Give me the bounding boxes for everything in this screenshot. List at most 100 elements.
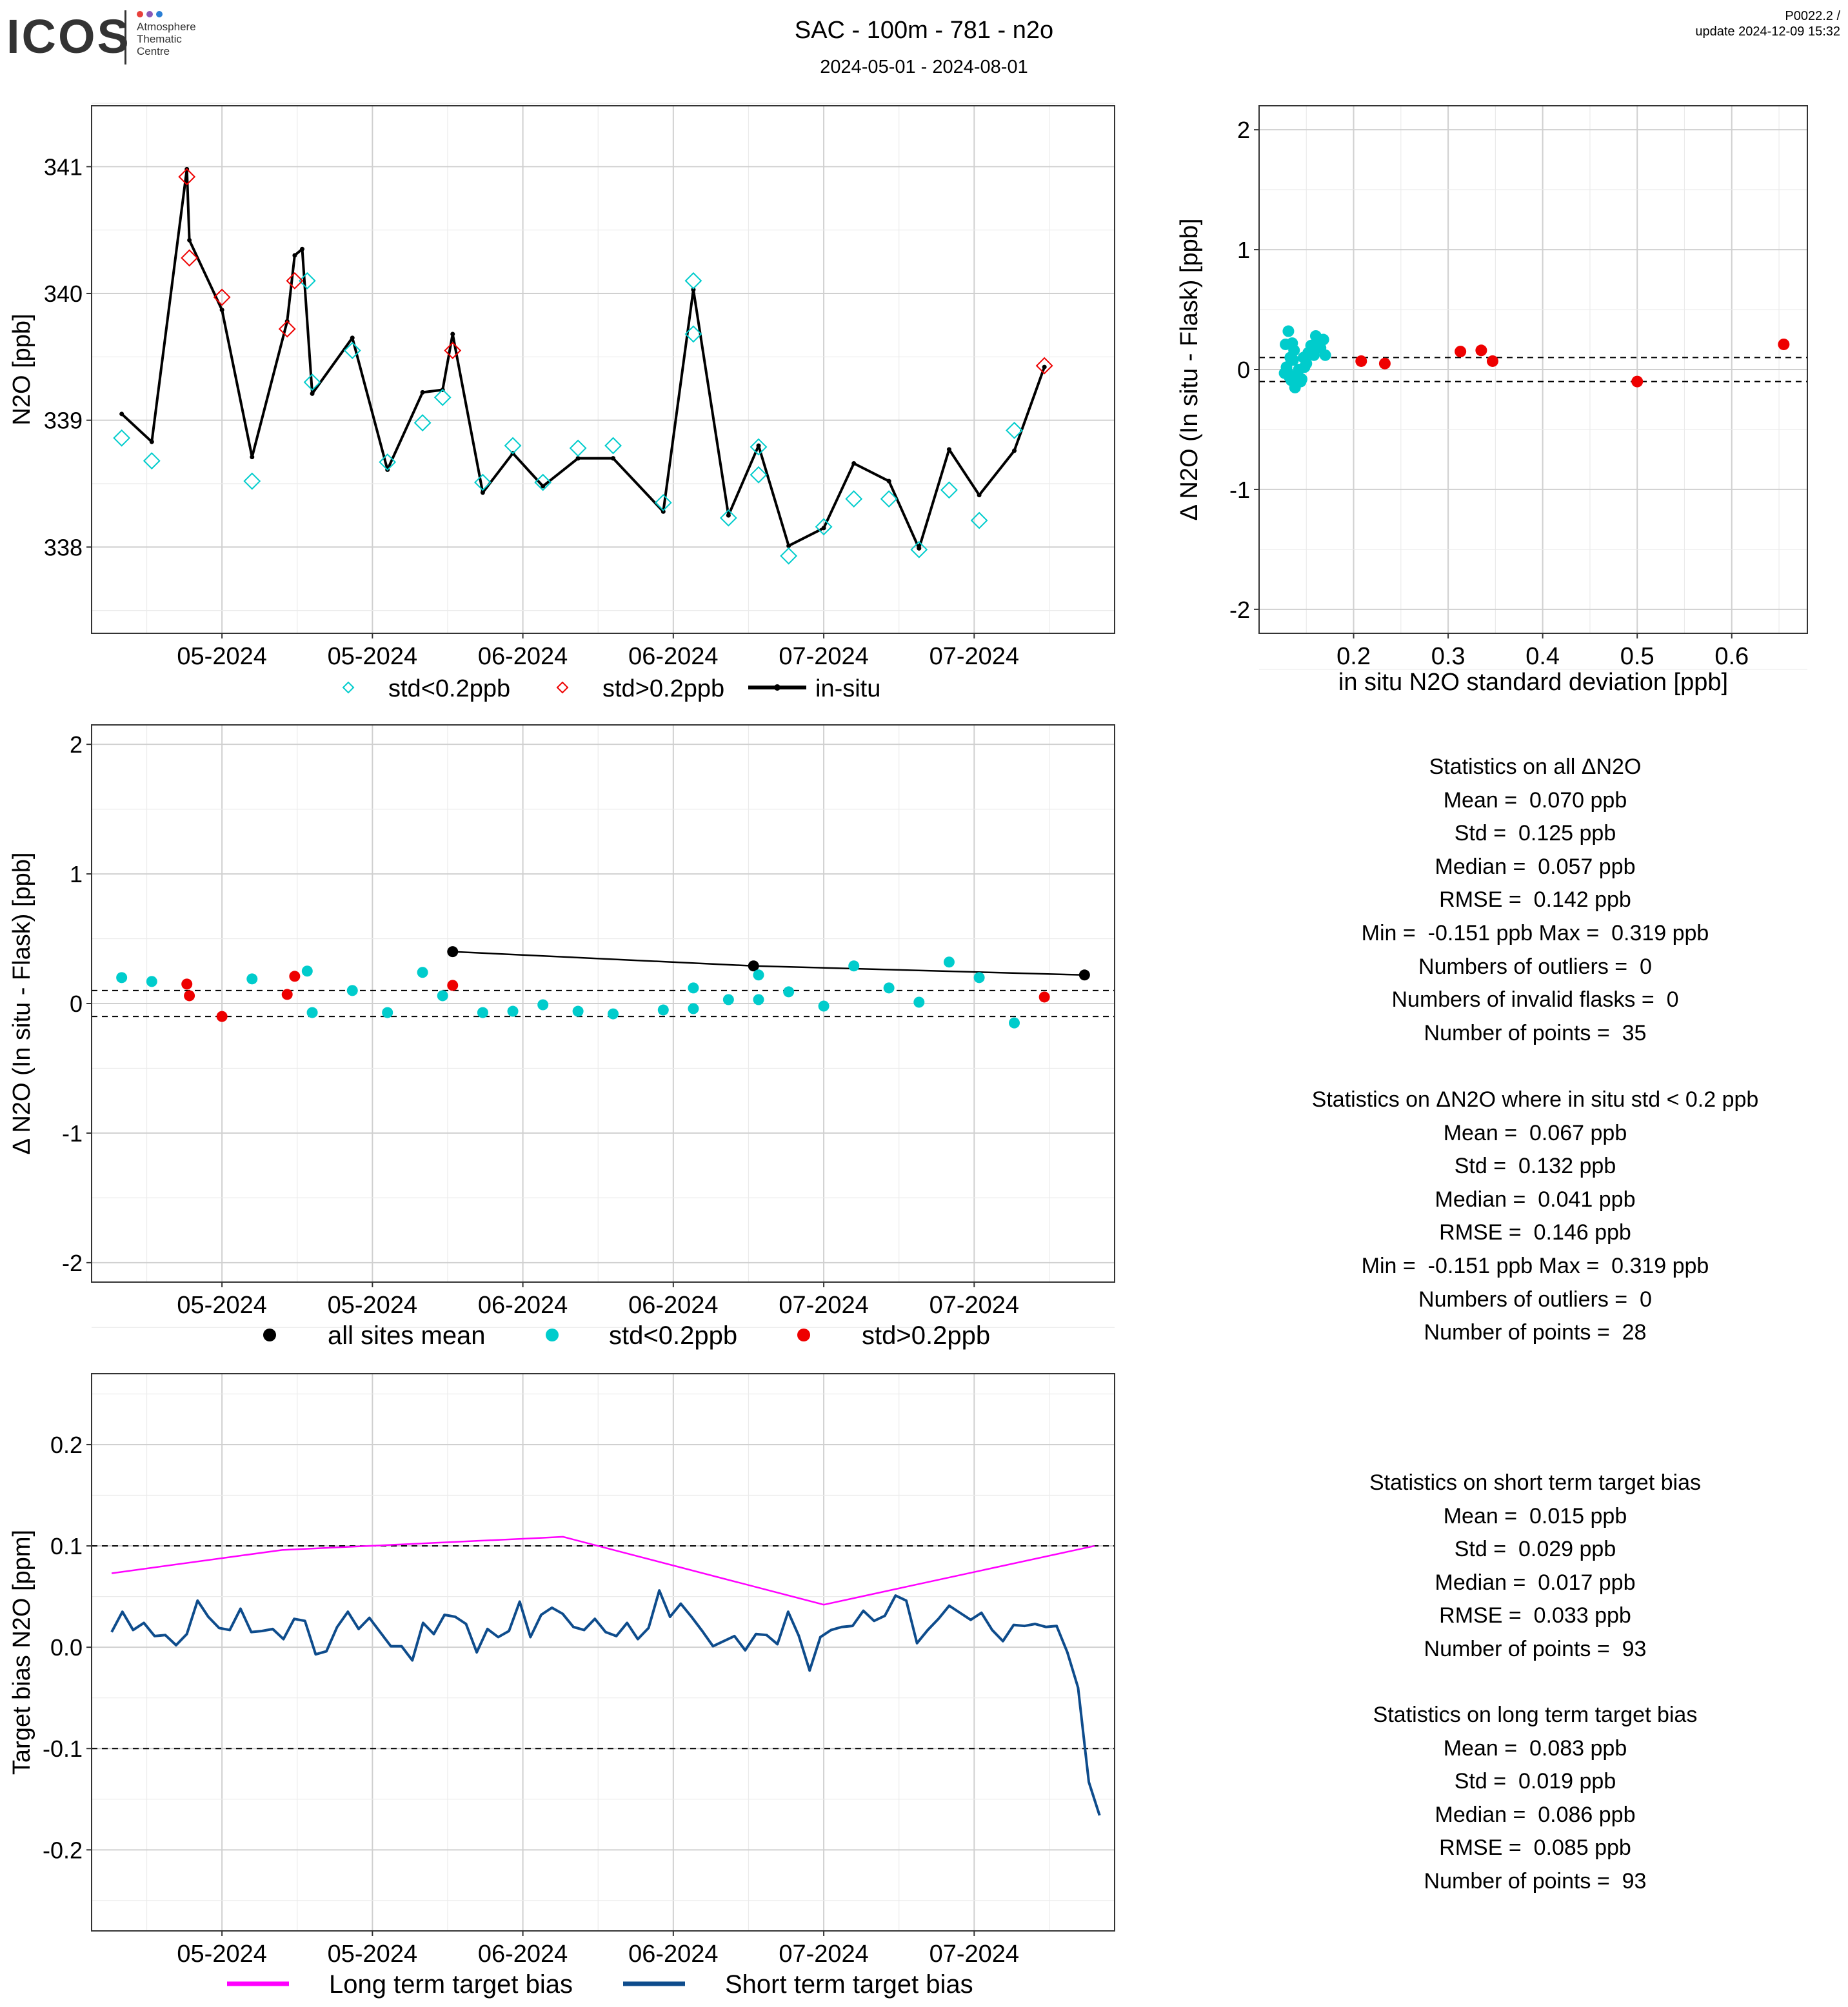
flask-point-low-std xyxy=(413,414,432,432)
legend-key-insitu-point xyxy=(774,684,780,691)
plot-background xyxy=(92,106,1115,633)
stats-line: Std = 0.132 ppb xyxy=(1454,1154,1616,1179)
x-tick-label: 07-2024 xyxy=(929,1941,1019,1968)
std-point-low xyxy=(1319,349,1331,361)
flask-point-low-std xyxy=(684,325,702,343)
flask-point-low-std xyxy=(433,388,452,406)
std-point-low xyxy=(1288,344,1300,357)
std-point-low xyxy=(1283,371,1295,383)
delta-point-low-std xyxy=(883,982,895,994)
flask-point-high-std xyxy=(286,272,304,290)
x-tick-label: 05-2024 xyxy=(177,1292,266,1319)
insitu-point xyxy=(480,490,485,495)
legend-label: all sites mean xyxy=(328,1321,486,1350)
logo-dot-purple xyxy=(146,11,153,17)
insitu-point xyxy=(450,331,455,337)
insitu-point xyxy=(250,455,255,460)
flask-point-low-std xyxy=(534,473,552,491)
all-sites-mean-point xyxy=(1078,969,1090,981)
legend-label: Short term target bias xyxy=(725,1970,973,1999)
delta-timeseries-chart: 05-2024 05-2024 06-2024 06-2024 07-2024 07-20… xyxy=(8,724,1115,1350)
std-point-low xyxy=(1297,351,1309,364)
delta-point-low-std xyxy=(818,1000,830,1012)
legend-key-low-std xyxy=(546,1329,559,1341)
logo-sub-3: Centre xyxy=(137,45,170,57)
y-tick-label: -0.2 xyxy=(43,1837,83,1863)
insitu-point xyxy=(756,443,761,448)
flask-point-low-std xyxy=(845,490,863,508)
icos-logo: ICOS Atmosphere Thematic Centre xyxy=(6,10,196,64)
flask-point-high-std xyxy=(181,249,199,267)
y-tick-label: -2 xyxy=(62,1250,83,1276)
flask-point-low-std xyxy=(880,490,898,508)
y-tick-label: -1 xyxy=(62,1120,83,1147)
insitu-point xyxy=(541,484,546,489)
y-tick-label: 0 xyxy=(1237,357,1250,383)
x-tick-label: 07-2024 xyxy=(929,643,1019,670)
target-bias-chart: 05-2024 05-2024 06-2024 06-2024 07-2024 07-20… xyxy=(8,1373,1115,1999)
std-point-low xyxy=(1287,354,1299,366)
x-tick-label: 06-2024 xyxy=(628,1941,718,1968)
stats-line: RMSE = 0.033 ppb xyxy=(1439,1603,1631,1628)
y-tick-label: 0.2 xyxy=(50,1432,83,1458)
legend-key-high-std xyxy=(797,1329,810,1341)
delta-point-low-std xyxy=(572,1005,584,1017)
x-tick-label: 0.5 xyxy=(1620,643,1654,670)
y-axis-label: N2O [ppb] xyxy=(8,313,35,425)
flask-point-low-std xyxy=(940,481,958,499)
stats-line: Number of points = 93 xyxy=(1424,1636,1647,1661)
flask-point-low-std xyxy=(113,429,131,447)
y-axis-label: Target bias N2O [ppm] xyxy=(8,1530,35,1775)
logo-divider xyxy=(124,10,126,64)
y-tick-label: 2 xyxy=(70,731,83,758)
short-term-bias-line xyxy=(110,1589,1101,1816)
flask-point-low-std xyxy=(719,509,737,527)
delta-point-low-std xyxy=(507,1005,519,1017)
delta-point-low-std xyxy=(346,985,358,996)
logo-sub-1: Atmosphere xyxy=(137,21,196,33)
legend-label: std>0.2ppb xyxy=(602,675,724,702)
stats-long-term: Statistics on long term target bias Mean… xyxy=(1226,1699,1845,1899)
delta-point-low-std xyxy=(382,1007,393,1018)
page-title: SAC - 100m - 781 - n2o xyxy=(794,17,1054,44)
insitu-point xyxy=(977,493,982,498)
std-point-low xyxy=(1282,325,1295,337)
stats-line: Min = -0.151 ppb Max = 0.319 ppb xyxy=(1361,1253,1709,1278)
delta-point-low-std xyxy=(973,972,985,984)
delta-point-low-std xyxy=(146,976,157,987)
x-tick-label: 0.6 xyxy=(1714,643,1749,670)
insitu-point xyxy=(1012,448,1017,453)
insitu-point xyxy=(691,287,696,292)
insitu-point xyxy=(851,461,857,466)
flask-point-low-std xyxy=(750,466,768,484)
stats-line: Median = 0.017 ppb xyxy=(1435,1570,1636,1595)
flask-point-low-std xyxy=(303,373,321,391)
delta-point-high-std xyxy=(184,990,195,1002)
x-tick-label: 06-2024 xyxy=(628,643,718,670)
delta-point-high-std xyxy=(281,989,293,1000)
x-tick-label: 06-2024 xyxy=(478,1292,568,1319)
stats-line: Number of points = 28 xyxy=(1424,1320,1647,1345)
delta-point-low-std xyxy=(753,994,764,1005)
delta-point-low-std xyxy=(688,1003,699,1014)
x-tick-label: 0.4 xyxy=(1525,643,1560,670)
delta-point-low-std xyxy=(783,986,795,998)
flask-point-low-std xyxy=(1006,421,1023,439)
stats-line: Mean = 0.067 ppb xyxy=(1443,1120,1627,1145)
stats-line: RMSE = 0.085 ppb xyxy=(1439,1835,1631,1861)
y-tick-label: -0.1 xyxy=(43,1735,83,1762)
flask-point-high-std xyxy=(278,320,296,338)
x-tick-label: 06-2024 xyxy=(628,1292,718,1319)
stats-heading: Statistics on ΔN2O where in situ std < 0… xyxy=(1311,1087,1759,1112)
delta-point-high-std xyxy=(216,1011,228,1022)
y-tick-label: 1 xyxy=(1237,237,1250,263)
logo-sub-2: Thematic xyxy=(137,33,182,45)
x-tick-label: 07-2024 xyxy=(779,643,868,670)
x-tick-label: 05-2024 xyxy=(177,1941,266,1968)
flask-point-low-std xyxy=(684,272,702,290)
version-label: P0022.2 / xyxy=(1785,9,1840,23)
std-point-high xyxy=(1378,357,1391,370)
stats-line: Median = 0.086 ppb xyxy=(1435,1802,1636,1827)
flask-point-low-std xyxy=(298,272,316,290)
logo-dot-blue xyxy=(156,11,163,17)
